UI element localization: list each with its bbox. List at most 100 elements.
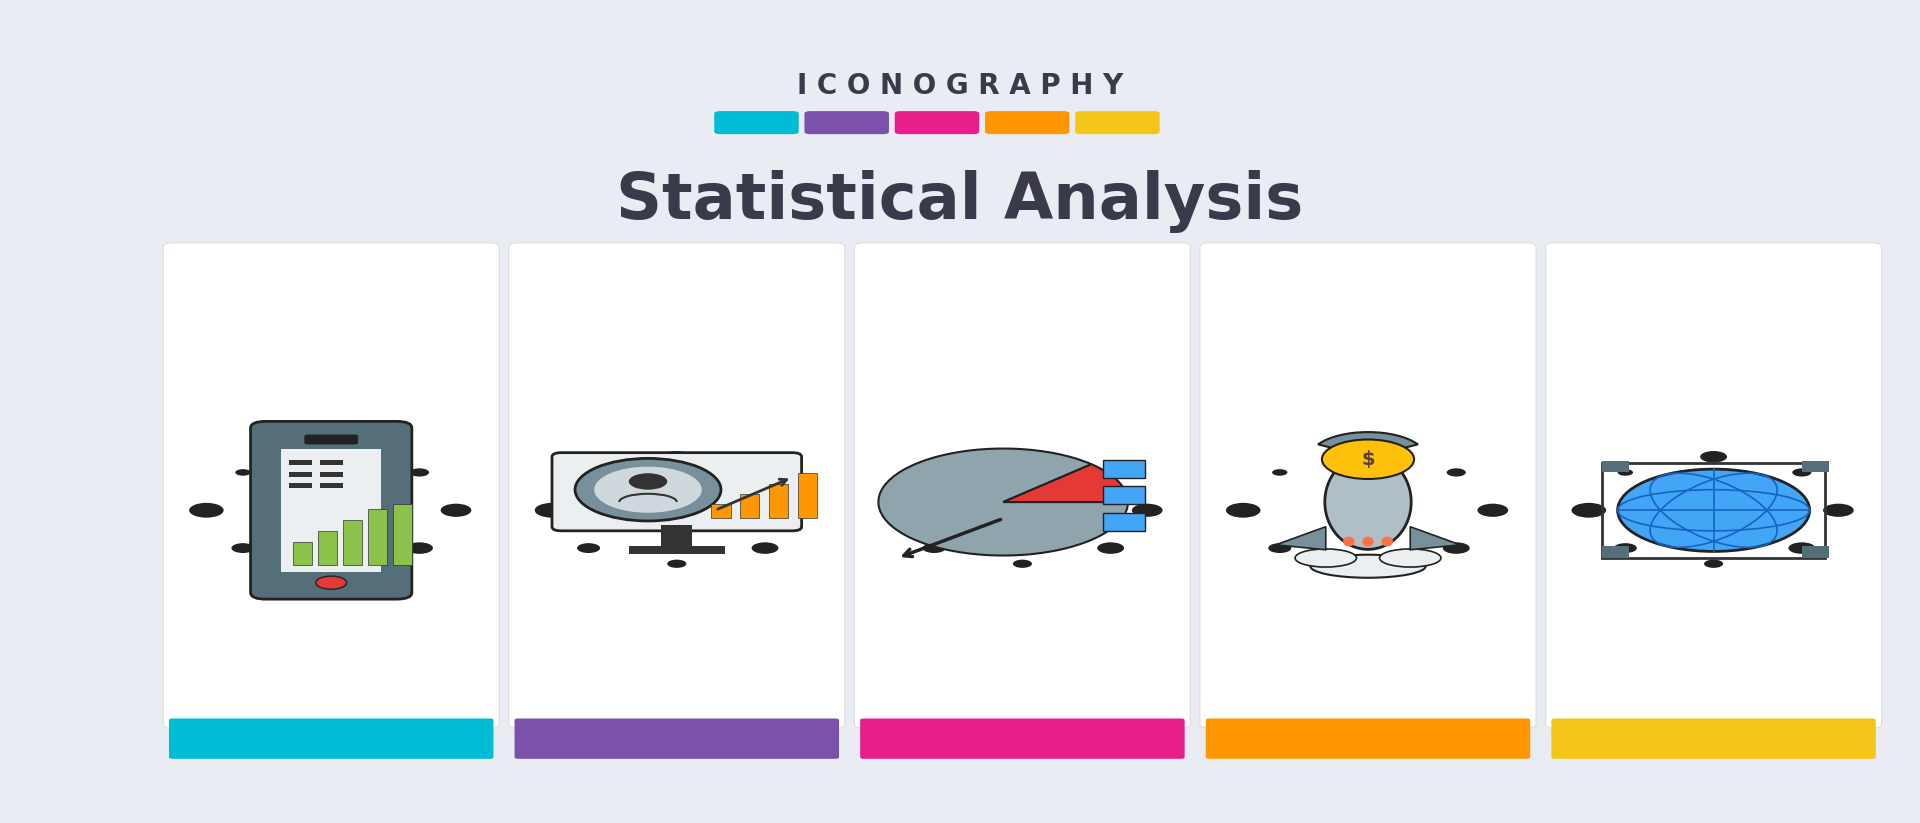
Circle shape (1014, 560, 1033, 568)
Circle shape (315, 576, 346, 589)
Circle shape (924, 543, 947, 553)
Circle shape (595, 467, 703, 513)
Circle shape (409, 468, 428, 477)
Ellipse shape (1379, 549, 1440, 567)
FancyBboxPatch shape (1546, 243, 1882, 728)
Circle shape (440, 504, 472, 517)
Circle shape (1131, 504, 1162, 517)
Bar (741, 494, 760, 518)
Circle shape (1225, 503, 1260, 518)
Circle shape (582, 469, 597, 476)
FancyBboxPatch shape (895, 111, 979, 134)
Circle shape (1617, 469, 1809, 551)
FancyBboxPatch shape (169, 718, 493, 759)
FancyBboxPatch shape (303, 435, 357, 444)
Circle shape (1824, 504, 1855, 517)
Circle shape (317, 451, 346, 463)
Bar (317, 531, 338, 565)
Bar (799, 473, 818, 518)
Bar (288, 483, 311, 488)
FancyBboxPatch shape (515, 718, 839, 759)
Circle shape (1615, 543, 1638, 553)
Circle shape (1100, 468, 1119, 477)
Circle shape (1321, 439, 1413, 479)
Bar (770, 484, 789, 518)
Circle shape (628, 473, 668, 490)
Circle shape (536, 503, 570, 518)
FancyBboxPatch shape (1551, 718, 1876, 759)
Ellipse shape (1309, 555, 1425, 578)
Circle shape (1791, 468, 1811, 477)
Bar (1601, 546, 1628, 558)
Circle shape (755, 468, 774, 477)
Bar (319, 483, 342, 488)
FancyArrowPatch shape (718, 479, 787, 509)
Bar (369, 509, 386, 565)
Bar (1803, 461, 1830, 472)
Circle shape (1478, 504, 1509, 517)
Circle shape (1096, 542, 1123, 554)
Bar (392, 504, 413, 565)
FancyBboxPatch shape (714, 111, 799, 134)
FancyBboxPatch shape (1075, 111, 1160, 134)
Circle shape (664, 451, 691, 463)
Circle shape (787, 504, 818, 517)
Ellipse shape (1363, 537, 1375, 546)
Ellipse shape (1294, 549, 1356, 567)
Circle shape (879, 503, 914, 518)
Circle shape (236, 469, 252, 476)
Bar (1102, 513, 1144, 531)
FancyBboxPatch shape (250, 421, 411, 599)
Circle shape (405, 542, 432, 554)
Polygon shape (1275, 527, 1325, 550)
Polygon shape (1409, 527, 1461, 550)
FancyBboxPatch shape (1206, 718, 1530, 759)
Text: $: $ (1361, 449, 1375, 469)
Bar (660, 525, 693, 547)
FancyBboxPatch shape (860, 718, 1185, 759)
Wedge shape (879, 449, 1127, 556)
Bar (1102, 460, 1144, 478)
Circle shape (321, 560, 342, 568)
Bar (630, 546, 726, 554)
FancyArrowPatch shape (904, 519, 1000, 556)
FancyBboxPatch shape (854, 243, 1190, 728)
Bar (1601, 461, 1628, 472)
Bar (1102, 486, 1144, 504)
Circle shape (1273, 469, 1288, 476)
Bar (292, 542, 311, 565)
Wedge shape (1002, 464, 1127, 502)
Circle shape (1572, 503, 1605, 518)
FancyBboxPatch shape (985, 111, 1069, 134)
FancyBboxPatch shape (804, 111, 889, 134)
Circle shape (1010, 451, 1037, 463)
Circle shape (232, 543, 255, 553)
Circle shape (576, 458, 722, 521)
Circle shape (1269, 543, 1292, 553)
Bar (342, 520, 361, 565)
Circle shape (751, 542, 778, 554)
Bar (280, 449, 380, 572)
Circle shape (1359, 560, 1377, 568)
Wedge shape (1319, 432, 1417, 457)
Circle shape (1788, 542, 1814, 554)
Circle shape (668, 560, 687, 568)
FancyBboxPatch shape (163, 243, 499, 728)
Circle shape (1705, 560, 1724, 568)
Bar (319, 460, 342, 465)
Bar (1601, 463, 1824, 558)
Text: Statistical Analysis: Statistical Analysis (616, 170, 1304, 233)
Circle shape (927, 469, 943, 476)
Bar (288, 472, 311, 477)
Ellipse shape (1344, 537, 1356, 546)
FancyBboxPatch shape (553, 453, 803, 531)
Circle shape (578, 543, 601, 553)
FancyBboxPatch shape (1200, 243, 1536, 728)
Circle shape (1356, 451, 1382, 463)
Bar (712, 504, 732, 518)
Bar (1803, 546, 1830, 558)
Circle shape (1442, 542, 1469, 554)
Bar (288, 460, 311, 465)
Circle shape (1701, 451, 1728, 463)
FancyBboxPatch shape (509, 243, 845, 728)
